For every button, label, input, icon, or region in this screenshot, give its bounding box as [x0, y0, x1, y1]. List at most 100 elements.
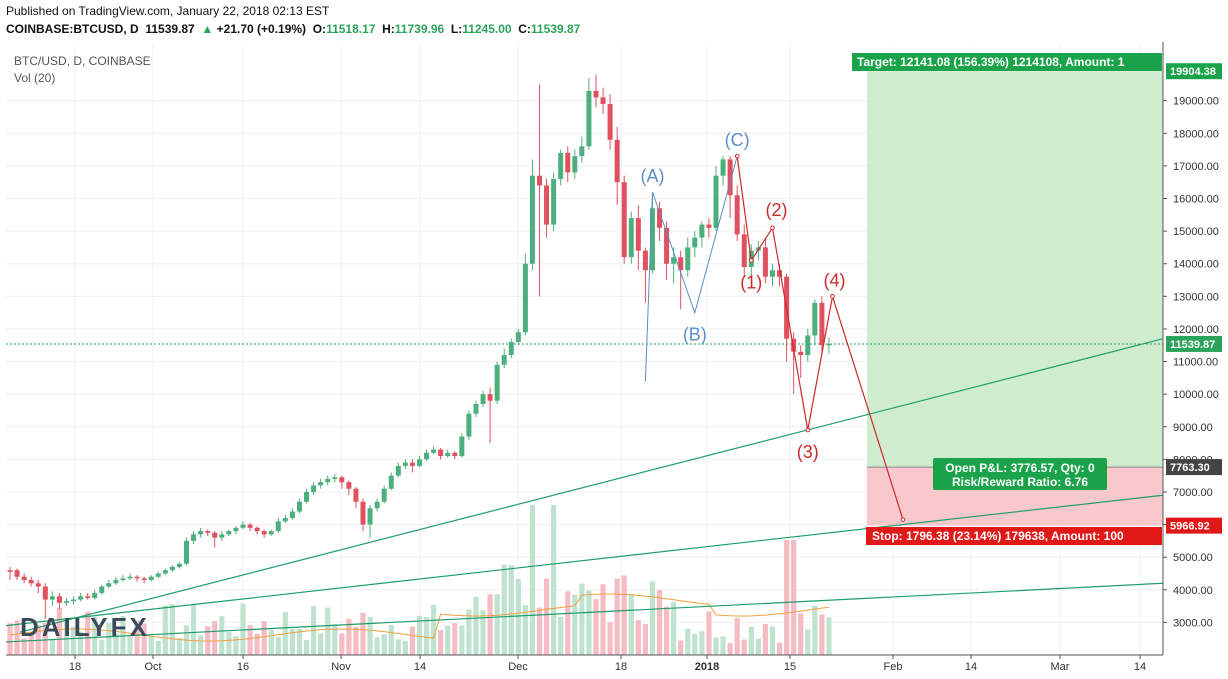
candle-body — [212, 532, 218, 538]
volume-bar — [162, 605, 168, 655]
candle-body — [155, 573, 161, 577]
last-price-tag-text: 11539.87 — [1170, 339, 1215, 351]
candle-body — [657, 208, 663, 228]
price-tick-label: 19000.00 — [1173, 96, 1219, 108]
candle — [261, 529, 267, 538]
volume-bar — [713, 637, 719, 655]
volume-bar — [776, 642, 783, 655]
wave-point — [734, 153, 740, 159]
candle-body — [424, 452, 430, 460]
candle-body — [508, 341, 514, 356]
candle-body — [501, 355, 507, 365]
candle-body — [311, 485, 317, 492]
volume-bar — [819, 614, 825, 655]
volume-bar — [56, 607, 63, 655]
trend-line-lower — [5, 582, 1164, 643]
low-value: 11245.00 — [462, 22, 512, 36]
close-value: 11539.87 — [530, 22, 581, 36]
wave-point — [830, 294, 835, 299]
candle — [445, 449, 451, 458]
volume-bar — [551, 505, 557, 655]
candle-body — [614, 139, 620, 183]
candle-body — [713, 175, 719, 228]
pnl-line-1: Open P&L: 3776.57, Qty: 0 — [945, 461, 1095, 475]
volume-bar — [332, 624, 338, 655]
candle — [289, 508, 295, 520]
time-tick-label: 14 — [1134, 661, 1146, 673]
candle-body — [7, 570, 13, 572]
candle — [148, 575, 154, 582]
candle-body — [529, 175, 535, 264]
candle-body — [607, 103, 613, 140]
volume-bar — [685, 628, 691, 655]
candle — [424, 449, 430, 461]
volume-bar — [7, 623, 13, 655]
volume-bar — [106, 623, 112, 655]
volume-bar — [353, 626, 359, 655]
candle-body — [388, 475, 394, 489]
candle-body — [537, 175, 542, 186]
candle-body — [522, 263, 528, 333]
candle-body — [71, 599, 77, 602]
price-tick-label: 11000.00 — [1173, 357, 1218, 369]
time-tick-label: 14 — [965, 661, 977, 673]
candle-body — [162, 570, 168, 574]
volume-bar — [656, 589, 663, 655]
candle — [607, 94, 613, 150]
candle — [381, 485, 387, 504]
candle-body — [14, 570, 20, 577]
volume-bar — [692, 633, 698, 655]
candle-body — [247, 524, 253, 528]
stop-label-text: Stop: 1796.38 (23.14%) 179638, Amount: 1… — [872, 529, 1124, 543]
candle-body — [409, 462, 415, 466]
volume-bar — [409, 626, 416, 655]
candle — [219, 531, 225, 541]
candle — [346, 480, 352, 496]
volume-bar — [148, 635, 154, 655]
candle-body — [635, 218, 641, 251]
volume-bar — [614, 578, 620, 655]
volume-bar — [141, 623, 147, 655]
candle-body — [805, 335, 811, 356]
candle — [558, 149, 564, 186]
candle-body — [628, 218, 634, 258]
candle-body — [734, 195, 740, 235]
candle — [184, 537, 189, 566]
candle — [247, 522, 253, 532]
volume-bar — [42, 622, 48, 655]
candle-body — [551, 178, 557, 225]
candle-body — [289, 511, 295, 519]
volume-bar — [169, 604, 175, 655]
candle — [205, 529, 211, 536]
candle — [134, 575, 140, 582]
candle — [826, 337, 832, 354]
time-tick-label: Oct — [144, 661, 161, 673]
candle-body — [148, 576, 154, 581]
time-tick-label: 2018 — [695, 661, 719, 673]
candle-body — [339, 477, 345, 483]
volume-bar — [741, 639, 747, 655]
volume-bar — [480, 610, 486, 655]
candle-body — [63, 601, 69, 603]
candle-body — [233, 527, 239, 532]
candle-body — [452, 452, 458, 457]
candle — [141, 576, 147, 584]
stop-label: Stop: 1796.38 (23.14%) 179638, Amount: 1… — [866, 527, 1162, 545]
candle — [586, 77, 592, 150]
candle-body — [777, 270, 783, 277]
candle — [360, 498, 366, 532]
up-arrow-icon: ▲ — [201, 22, 214, 36]
volume-bar — [791, 540, 797, 655]
price-tick-label: 16000.00 — [1173, 194, 1219, 206]
candle — [318, 478, 324, 489]
volume-bar — [198, 635, 204, 655]
volume-bar — [798, 613, 804, 655]
candle — [162, 568, 168, 576]
price-tick-label: 17000.00 — [1173, 161, 1219, 173]
published-line: Published on TradingView.com, January 22… — [6, 4, 330, 18]
volume-bar — [381, 634, 387, 655]
candle-body — [78, 596, 84, 600]
volume-bar — [769, 626, 776, 655]
candle — [537, 84, 542, 297]
